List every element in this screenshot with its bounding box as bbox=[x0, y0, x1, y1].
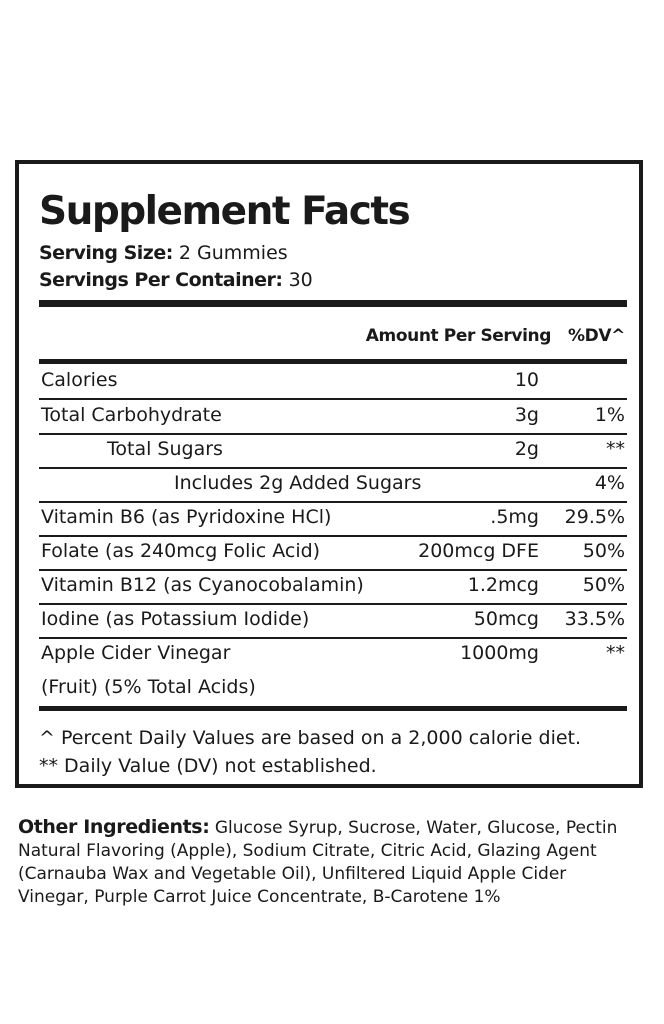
servings-per-container-label: Servings Per Container: bbox=[39, 269, 283, 291]
table-row: Vitamin B12 (as Cyanocobalamin) 1.2mcg 5… bbox=[39, 569, 627, 603]
nutrient-dv: ** bbox=[606, 642, 625, 664]
nutrient-name: Total Sugars bbox=[107, 438, 223, 460]
nutrient-name-continued: (Fruit) (5% Total Acids) bbox=[41, 676, 256, 698]
row-divider bbox=[39, 398, 627, 400]
nutrient-amount: 3g bbox=[514, 404, 539, 426]
other-ingredients-line: (Carnauba Wax and Vegetable Oil), Unfilt… bbox=[18, 864, 567, 884]
other-ingredients-text: Glucose Syrup, Sucrose, Water, Glucose, … bbox=[214, 818, 618, 838]
nutrient-amount: 10 bbox=[514, 369, 539, 391]
divider-medium bbox=[39, 706, 627, 711]
nutrient-dv: 29.5% bbox=[564, 506, 625, 528]
table-row: Apple Cider Vinegar (Fruit) (5% Total Ac… bbox=[39, 637, 627, 705]
supplement-facts-panel: Supplement Facts Serving Size: 2 Gummies… bbox=[15, 160, 643, 788]
nutrient-name: Includes 2g Added Sugars bbox=[174, 472, 422, 494]
nutrient-name: Apple Cider Vinegar bbox=[41, 642, 231, 664]
serving-size: Serving Size: 2 Gummies bbox=[39, 244, 288, 263]
divider-thick bbox=[39, 300, 627, 307]
table-row: Folate (as 240mcg Folic Acid) 200mcg DFE… bbox=[39, 535, 627, 569]
nutrient-dv: 1% bbox=[594, 404, 625, 426]
nutrient-dv: 50% bbox=[582, 574, 625, 596]
footnote-dv: ^ Percent Daily Values are based on a 2,… bbox=[39, 727, 582, 749]
row-divider bbox=[39, 637, 627, 639]
row-divider bbox=[39, 535, 627, 537]
servings-per-container: Servings Per Container: 30 bbox=[39, 271, 313, 290]
nutrient-amount: 2g bbox=[514, 438, 539, 460]
row-divider bbox=[39, 433, 627, 435]
nutrient-name: Calories bbox=[41, 369, 118, 391]
nutrient-name: Iodine (as Potassium Iodide) bbox=[41, 608, 310, 630]
other-ingredients-line: Vinegar, Purple Carrot Juice Concentrate… bbox=[18, 887, 501, 907]
nutrient-amount: .5mg bbox=[490, 506, 539, 528]
row-divider bbox=[39, 569, 627, 571]
column-header-amount: Amount Per Serving bbox=[365, 326, 552, 346]
nutrient-name: Vitamin B6 (as Pyridoxine HCl) bbox=[41, 506, 332, 528]
panel-title: Supplement Facts bbox=[39, 189, 411, 234]
nutrient-dv: 33.5% bbox=[564, 608, 625, 630]
column-header-dv: %DV^ bbox=[568, 326, 625, 346]
nutrient-dv: 50% bbox=[582, 540, 625, 562]
row-divider bbox=[39, 501, 627, 503]
nutrient-name: Total Carbohydrate bbox=[41, 404, 222, 426]
other-ingredients-line: Natural Flavoring (Apple), Sodium Citrat… bbox=[18, 841, 597, 861]
row-divider bbox=[39, 467, 627, 469]
nutrient-amount: 1.2mcg bbox=[467, 574, 539, 596]
servings-per-container-value: 30 bbox=[288, 269, 313, 291]
footnote-not-established: ** Daily Value (DV) not established. bbox=[39, 755, 377, 777]
other-ingredients-line: Other Ingredients: Glucose Syrup, Sucros… bbox=[18, 816, 658, 840]
serving-size-value: 2 Gummies bbox=[178, 242, 288, 264]
table-row: Calories 10 bbox=[39, 364, 627, 398]
nutrient-amount: 1000mg bbox=[460, 642, 539, 664]
nutrient-name: Vitamin B12 (as Cyanocobalamin) bbox=[41, 574, 364, 596]
table-row: Iodine (as Potassium Iodide) 50mcg 33.5% bbox=[39, 603, 627, 637]
nutrient-amount: 50mcg bbox=[473, 608, 539, 630]
table-row: Total Sugars 2g ** bbox=[39, 433, 627, 467]
table-row: Vitamin B6 (as Pyridoxine HCl) .5mg 29.5… bbox=[39, 501, 627, 535]
other-ingredients-label: Other Ingredients: bbox=[18, 816, 210, 838]
nutrient-dv: 4% bbox=[594, 472, 625, 494]
nutrient-dv: ** bbox=[606, 438, 625, 460]
row-divider bbox=[39, 603, 627, 605]
table-row: Total Carbohydrate 3g 1% bbox=[39, 399, 627, 433]
other-ingredients: Other Ingredients: Glucose Syrup, Sucros… bbox=[18, 816, 658, 909]
nutrient-name: Folate (as 240mcg Folic Acid) bbox=[41, 540, 321, 562]
divider-medium bbox=[39, 359, 627, 364]
nutrient-amount: 200mcg DFE bbox=[418, 540, 539, 562]
table-row: Includes 2g Added Sugars 4% bbox=[39, 467, 627, 501]
serving-size-label: Serving Size: bbox=[39, 242, 173, 264]
